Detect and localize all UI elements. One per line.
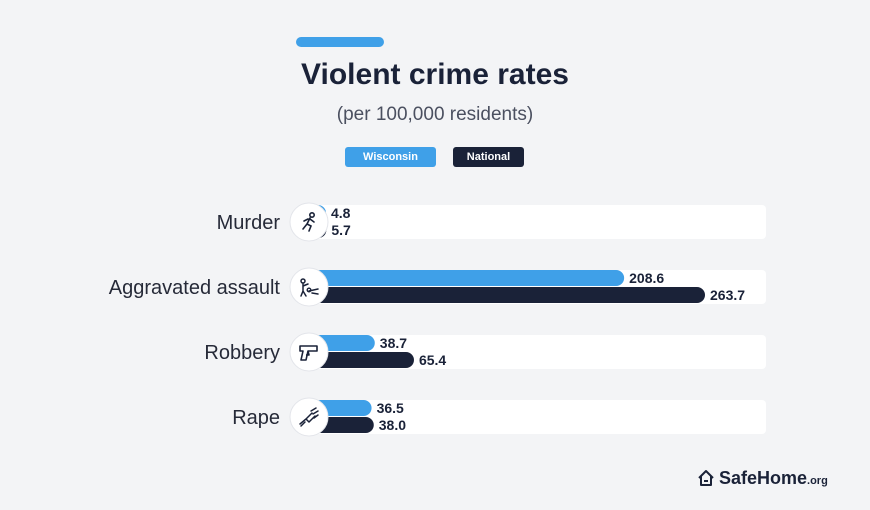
accent-bar [296, 37, 384, 47]
bar-track [300, 400, 766, 434]
category-label: Aggravated assault [109, 277, 281, 299]
bar-national [310, 287, 705, 303]
chart-title: Violent crime rates [301, 58, 569, 91]
bar-track [300, 205, 766, 239]
legend-national: National [453, 147, 524, 167]
bar-wisconsin [310, 270, 625, 286]
icon-circle [289, 202, 329, 242]
data-label: 38.7 [380, 335, 407, 351]
brand-name: SafeHome [719, 467, 808, 488]
category-label: Robbery [204, 342, 280, 364]
house-icon [698, 470, 714, 486]
brand-suffix: .org [807, 475, 828, 487]
category-label: Murder [217, 212, 281, 234]
assault-icon [300, 278, 319, 297]
data-label: 208.6 [629, 270, 664, 286]
brand-logo: SafeHome .org [697, 467, 828, 489]
grabbing-hand-icon [299, 407, 319, 427]
bar-national [310, 352, 414, 368]
data-label: 263.7 [710, 287, 745, 303]
handgun-icon [299, 345, 318, 361]
data-label: 5.7 [331, 222, 351, 238]
category-label: Rape [232, 407, 280, 429]
bar-track [300, 335, 766, 369]
chart-subtitle: (per 100,000 residents) [336, 104, 534, 125]
icon-circle [289, 267, 329, 307]
running-person-icon [302, 212, 316, 232]
data-label: 4.8 [331, 205, 351, 221]
legend-wisconsin: Wisconsin [345, 147, 436, 167]
data-label: 36.5 [377, 400, 404, 416]
data-label: 38.0 [379, 417, 406, 433]
data-label: 65.4 [419, 352, 446, 368]
